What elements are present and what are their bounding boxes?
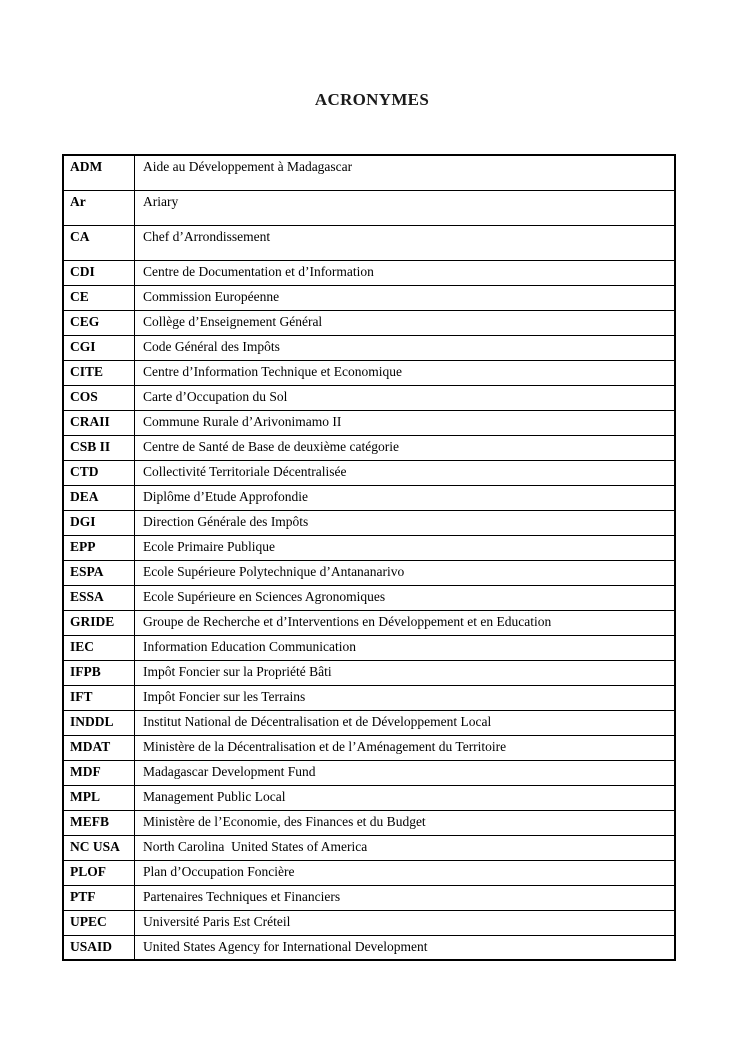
table-row: MEFB Ministère de l’Economie, des Finance… — [62, 809, 676, 836]
table-row: ESSA Ecole Supérieure en Sciences Agronom… — [62, 584, 676, 611]
acronym-cell: PLOF — [62, 859, 135, 886]
acronym-cell: IFPB — [62, 659, 135, 686]
acronym-cell: MDAT — [62, 734, 135, 761]
definition-cell: Ecole Supérieure en Sciences Agronomique… — [134, 584, 676, 611]
definition-cell: Ariary — [134, 189, 676, 226]
acronym-cell: CRAII — [62, 409, 135, 436]
acronym-cell: IFT — [62, 684, 135, 711]
definition-cell: North Carolina United States of America — [134, 834, 676, 861]
acronym-cell: CE — [62, 284, 135, 311]
table-row: Ar Ariary — [62, 189, 676, 226]
table-row: CSB II Centre de Santé de Base de deuxièm… — [62, 434, 676, 461]
acronym-cell: EPP — [62, 534, 135, 561]
acronym-cell: CDI — [62, 259, 135, 286]
table-row: CE Commission Européenne — [62, 284, 676, 311]
definition-cell: Institut National de Décentralisation et… — [134, 709, 676, 736]
table-row: NC USA North Carolina United States of Am… — [62, 834, 676, 861]
definition-cell: Impôt Foncier sur les Terrains — [134, 684, 676, 711]
definition-cell: Commission Européenne — [134, 284, 676, 311]
definition-cell: Université Paris Est Créteil — [134, 909, 676, 936]
acronym-cell: ADM — [62, 154, 135, 191]
table-row: COS Carte d’Occupation du Sol — [62, 384, 676, 411]
acronym-cell: Ar — [62, 189, 135, 226]
table-row: CA Chef d’Arrondissement — [62, 224, 676, 261]
acronym-cell: MEFB — [62, 809, 135, 836]
definition-cell: Collège d’Enseignement Général — [134, 309, 676, 336]
table-row: GRIDE Groupe de Recherche et d’Interventi… — [62, 609, 676, 636]
table-row: CTD Collectivité Territoriale Décentralis… — [62, 459, 676, 486]
acronym-cell: CTD — [62, 459, 135, 486]
table-row: CGI Code Général des Impôts — [62, 334, 676, 361]
acronym-cell: CSB II — [62, 434, 135, 461]
acronym-cell: DEA — [62, 484, 135, 511]
acronym-cell: NC USA — [62, 834, 135, 861]
acronym-cell: COS — [62, 384, 135, 411]
definition-cell: Ecole Supérieure Polytechnique d’Antanan… — [134, 559, 676, 586]
definition-cell: Partenaires Techniques et Financiers — [134, 884, 676, 911]
definition-cell: Commune Rurale d’Arivonimamo II — [134, 409, 676, 436]
definition-cell: Centre de Documentation et d’Information — [134, 259, 676, 286]
acronym-cell: UPEC — [62, 909, 135, 936]
acronym-cell: ESPA — [62, 559, 135, 586]
acronyms-table: ADM Aide au Développement à Madagascar Ar A… — [62, 154, 676, 961]
acronym-cell: CGI — [62, 334, 135, 361]
acronym-cell: CITE — [62, 359, 135, 386]
table-row: MDAT Ministère de la Décentralisation et … — [62, 734, 676, 761]
definition-cell: Information Education Communication — [134, 634, 676, 661]
table-row: IEC Information Education Communication — [62, 634, 676, 661]
definition-cell: Carte d’Occupation du Sol — [134, 384, 676, 411]
definition-cell: Diplôme d’Etude Approfondie — [134, 484, 676, 511]
table-row: INDDL Institut National de Décentralisati… — [62, 709, 676, 736]
table-row: IFPB Impôt Foncier sur la Propriété Bâti — [62, 659, 676, 686]
definition-cell: Ministère de l’Economie, des Finances et… — [134, 809, 676, 836]
acronym-cell: MPL — [62, 784, 135, 811]
definition-cell: Management Public Local — [134, 784, 676, 811]
acronym-cell: ESSA — [62, 584, 135, 611]
table-row: UPEC Université Paris Est Créteil — [62, 909, 676, 936]
definition-cell: Ministère de la Décentralisation et de l… — [134, 734, 676, 761]
definition-cell: Centre de Santé de Base de deuxième caté… — [134, 434, 676, 461]
acronym-cell: CA — [62, 224, 135, 261]
table-row: MPL Management Public Local — [62, 784, 676, 811]
acronym-cell: PTF — [62, 884, 135, 911]
acronym-cell: IEC — [62, 634, 135, 661]
table-row: CRAII Commune Rurale d’Arivonimamo II — [62, 409, 676, 436]
definition-cell: Impôt Foncier sur la Propriété Bâti — [134, 659, 676, 686]
definition-cell: Chef d’Arrondissement — [134, 224, 676, 261]
definition-cell: Ecole Primaire Publique — [134, 534, 676, 561]
table-row: CEG Collège d’Enseignement Général — [62, 309, 676, 336]
table-row: EPP Ecole Primaire Publique — [62, 534, 676, 561]
definition-cell: Aide au Développement à Madagascar — [134, 154, 676, 191]
acronym-cell: INDDL — [62, 709, 135, 736]
table-row: ESPA Ecole Supérieure Polytechnique d’Ant… — [62, 559, 676, 586]
acronym-cell: CEG — [62, 309, 135, 336]
table-row: ADM Aide au Développement à Madagascar — [62, 154, 676, 191]
table-row: PTF Partenaires Techniques et Financiers — [62, 884, 676, 911]
definition-cell: United States Agency for International D… — [134, 934, 676, 961]
definition-cell: Madagascar Development Fund — [134, 759, 676, 786]
table-row: IFT Impôt Foncier sur les Terrains — [62, 684, 676, 711]
table-row: CDI Centre de Documentation et d’Informat… — [62, 259, 676, 286]
definition-cell: Groupe de Recherche et d’Interventions e… — [134, 609, 676, 636]
table-row: MDF Madagascar Development Fund — [62, 759, 676, 786]
table-row: DGI Direction Générale des Impôts — [62, 509, 676, 536]
acronym-cell: USAID — [62, 934, 135, 961]
table-row: DEA Diplôme d’Etude Approfondie — [62, 484, 676, 511]
definition-cell: Collectivité Territoriale Décentralisée — [134, 459, 676, 486]
acronym-cell: DGI — [62, 509, 135, 536]
acronyms-table-body: ADM Aide au Développement à Madagascar Ar A… — [62, 154, 676, 961]
table-row: PLOF Plan d’Occupation Foncière — [62, 859, 676, 886]
table-row: USAID United States Agency for Internatio… — [62, 934, 676, 961]
definition-cell: Code Général des Impôts — [134, 334, 676, 361]
acronym-cell: MDF — [62, 759, 135, 786]
definition-cell: Direction Générale des Impôts — [134, 509, 676, 536]
table-row: CITE Centre d’Information Technique et Ec… — [62, 359, 676, 386]
page-title: ACRONYMES — [314, 90, 430, 109]
acronym-cell: GRIDE — [62, 609, 135, 636]
definition-cell: Centre d’Information Technique et Econom… — [134, 359, 676, 386]
definition-cell: Plan d’Occupation Foncière — [134, 859, 676, 886]
